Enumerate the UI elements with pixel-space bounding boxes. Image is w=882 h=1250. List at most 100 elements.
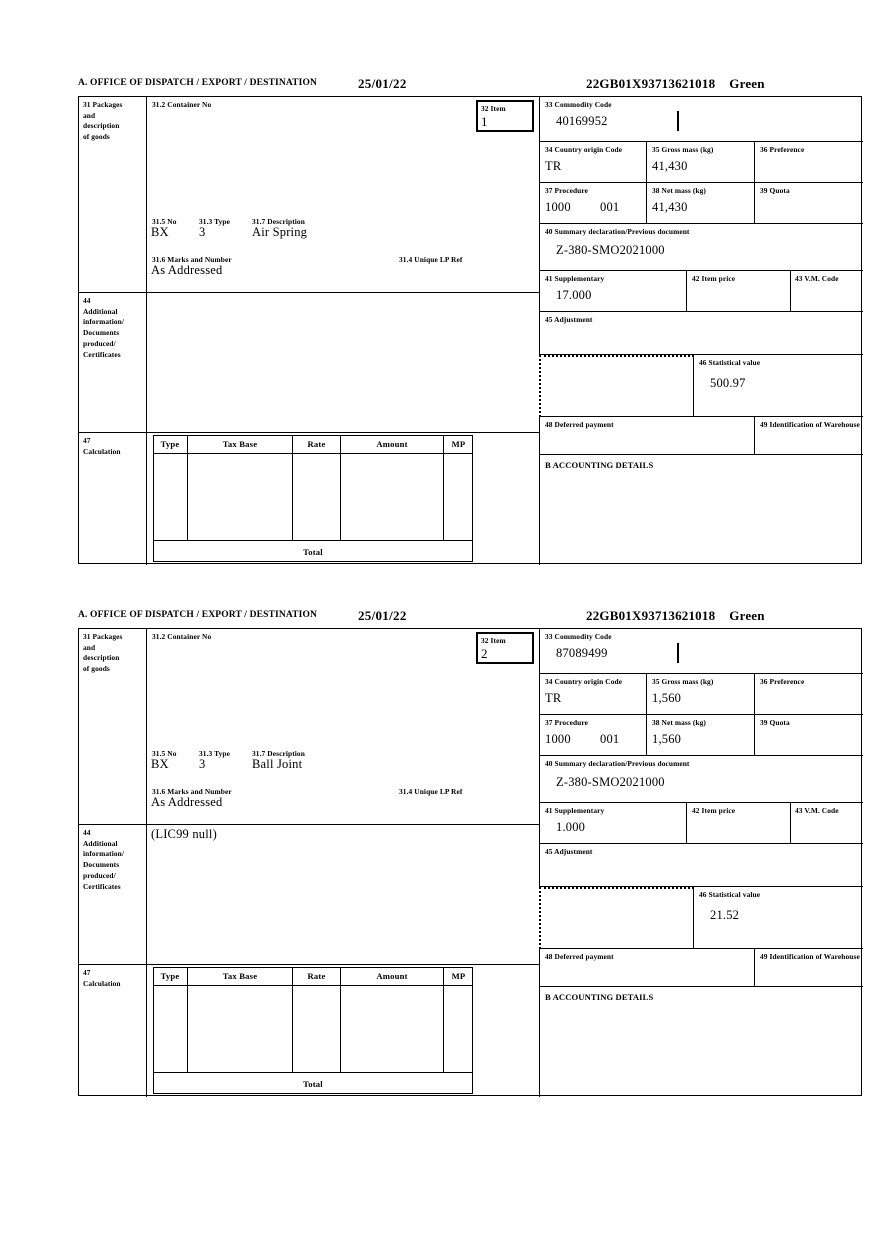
calculation-table: Type Tax Base Rate Amount MP Total: [147, 964, 539, 1097]
field-44-label-3: information/: [83, 317, 125, 327]
field-47-stub: 47 Calculation: [79, 432, 147, 565]
field-40-summary-declaration: 40 Summary declaration/Previous document…: [539, 756, 863, 803]
field-47-label-1: 47: [83, 968, 91, 977]
field-44-stub: 44 Additional information/ Documents pro…: [79, 292, 147, 432]
field-31-7-description-value: Air Spring: [252, 225, 308, 239]
calc-body-tax-base: [188, 454, 293, 540]
field-35-label: 35 Gross mass (kg): [652, 677, 714, 686]
field-35-label: 35 Gross mass (kg): [652, 145, 714, 154]
field-34-value: TR: [545, 691, 562, 705]
calc-col-amount: Amount: [341, 967, 444, 986]
field-31-3-label: 31.3 Type: [199, 217, 231, 226]
field-34-label: 34 Country origin Code: [545, 145, 623, 154]
field-32-item-value: 1: [481, 113, 488, 129]
field-41-supplementary: 41 Supplementary 17.000: [539, 271, 687, 312]
declaration-route: Green: [729, 608, 765, 623]
field-42-item-price: 42 Item price: [687, 271, 791, 312]
field-31-2-label: 31.2 Container No: [152, 100, 212, 109]
field-31-label-4: of goods: [83, 664, 110, 674]
field-37-label: 37 Procedure: [545, 186, 589, 195]
field-b-accounting-details: B ACCOUNTING DETAILS: [539, 455, 863, 565]
field-32-label: 32 Item: [481, 636, 506, 645]
field-43-label: 43 V.M. Code: [795, 806, 839, 815]
form-header: A. OFFICE OF DISPATCH / EXPORT / DESTINA…: [78, 76, 862, 96]
field-44-label-4: Documents: [83, 860, 120, 870]
field-43-vm-code: 43 V.M. Code: [791, 803, 863, 844]
calc-body-type: [153, 454, 188, 540]
field-46-label: 46 Statistical value: [699, 358, 761, 367]
field-36-preference: 36 Preference: [755, 142, 863, 183]
declaration-route: Green: [729, 76, 765, 91]
field-40-value: Z-380-SMO2021000: [556, 243, 665, 257]
field-34-label: 34 Country origin Code: [545, 677, 623, 686]
field-35-value: 1,560: [652, 691, 682, 705]
calc-col-rate-label: Rate: [307, 439, 326, 449]
field-31-5-label: 31.5 No: [152, 749, 177, 758]
field-45-label: 45 Adjustment: [545, 847, 593, 856]
declaration-number-group: 22GB01X93713621018 Green: [586, 76, 765, 92]
field-36-preference: 36 Preference: [755, 674, 863, 715]
field-44-value: (LIC99 null): [151, 827, 217, 841]
field-37-value-2: 001: [600, 200, 620, 214]
calc-body-rate: [293, 986, 341, 1072]
calc-body-rate: [293, 454, 341, 540]
field-39-quota: 39 Quota: [755, 183, 863, 224]
field-49-label: 49 Identification of Warehouse: [760, 420, 860, 429]
declaration-number-group: 22GB01X93713621018 Green: [586, 608, 765, 624]
field-38-label: 38 Net mass (kg): [652, 186, 706, 195]
calc-col-type: Type: [153, 967, 188, 986]
field-43-label: 43 V.M. Code: [795, 274, 839, 283]
field-44-label-5: produced/: [83, 338, 116, 348]
field-44-label-5: produced/: [83, 870, 116, 880]
field-45-adjustment: 45 Adjustment: [539, 312, 863, 355]
calc-col-rate: Rate: [293, 967, 341, 986]
field-43-vm-code: 43 V.M. Code: [791, 271, 863, 312]
field-44-label-3: information/: [83, 849, 125, 859]
calc-total-label: Total: [303, 546, 323, 557]
field-40-label: 40 Summary declaration/Previous document: [545, 227, 690, 236]
field-37-label: 37 Procedure: [545, 718, 589, 727]
calc-total-label: Total: [303, 1078, 323, 1089]
field-45-adjustment: 45 Adjustment: [539, 844, 863, 887]
field-31-7-label: 31.7 Description: [252, 749, 305, 758]
field-49-label: 49 Identification of Warehouse: [760, 952, 860, 961]
field-31-6-marks-value: As Addressed: [151, 263, 223, 277]
field-33-commodity-code: 33 Commodity Code 87089499: [539, 629, 863, 674]
field-37-procedure: 37 Procedure 1000 001: [539, 183, 647, 224]
field-36-label: 36 Preference: [760, 677, 805, 686]
calc-col-tax-base-label: Tax Base: [222, 971, 258, 981]
field-34-country-origin: 34 Country origin Code TR: [539, 142, 647, 183]
field-41-label: 41 Supplementary: [545, 274, 605, 283]
field-32-item-value: 2: [481, 645, 488, 661]
field-31-3-type-value: 3: [199, 225, 206, 239]
field-41-value: 1.000: [556, 820, 586, 834]
field-39-quota: 39 Quota: [755, 715, 863, 756]
form-frame: 31 Packages and description of goods 31.…: [78, 628, 863, 1097]
field-31-label-3: description: [83, 121, 120, 131]
field-38-net-mass: 38 Net mass (kg) 41,430: [647, 183, 755, 224]
calc-body-tax-base: [188, 986, 293, 1072]
calc-body-amount: [341, 986, 444, 1072]
calc-col-tax-base: Tax Base: [188, 435, 293, 454]
field-b-accounting-details: B ACCOUNTING DETAILS: [539, 987, 863, 1097]
field-35-value: 41,430: [652, 159, 688, 173]
field-44-label-6: Certificates: [83, 881, 121, 891]
form-header: A. OFFICE OF DISPATCH / EXPORT / DESTINA…: [78, 608, 862, 628]
form-frame: 31 Packages and description of goods 31.…: [78, 96, 863, 565]
field-31-6-marks-value: As Addressed: [151, 795, 223, 809]
field-37-procedure: 37 Procedure 1000 001: [539, 715, 647, 756]
calc-body-mp: [444, 986, 473, 1072]
field-36-label: 36 Preference: [760, 145, 805, 154]
calculation-table-border: [153, 967, 473, 1094]
field-31-body: 31.2 Container No 31.5 No 31.3 Type 31.7…: [147, 97, 539, 292]
field-38-value: 41,430: [652, 200, 688, 214]
field-33-commodity-code: 33 Commodity Code 40169952: [539, 97, 863, 142]
field-44-label-4: Documents: [83, 328, 120, 338]
field-48-label: 48 Deferred payment: [545, 420, 614, 429]
field-44-body: [147, 292, 539, 432]
field-48-deferred-payment: 48 Deferred payment: [539, 949, 755, 987]
field-44-label-2: Additional: [83, 838, 118, 848]
field-33-label: 33 Commodity Code: [545, 100, 612, 109]
calculation-table-border: [153, 435, 473, 562]
field-47-label-2: Calculation: [83, 446, 121, 456]
